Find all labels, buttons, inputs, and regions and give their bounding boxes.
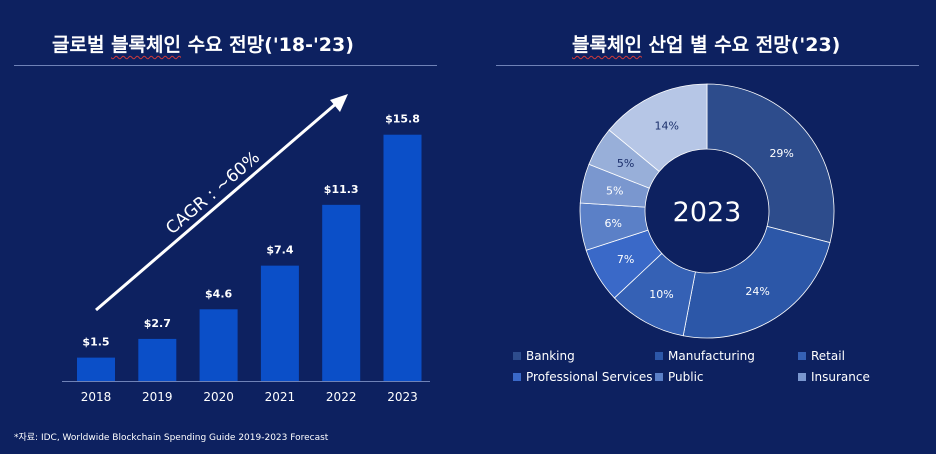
legend-item-manufacturing: Manufacturing [655,349,755,363]
donut-slice-manufacturing [682,225,831,339]
legend-swatch [798,373,806,381]
legend-label: Retail [811,349,845,363]
bar-value-label-2018: $1.5 [82,336,109,349]
legend-label: Insurance [811,370,870,384]
bar-chart-title: 글로벌 블록체인 수요 전망('18-'23) [52,34,354,56]
cagr-annotation: CAGR : ~60% [162,148,264,239]
right-title-divider [496,65,919,66]
legend-item-professional-services: Professional Services [513,370,653,384]
donut-slice-label-1: 24% [745,285,769,298]
bar-value-label-2023: $15.8 [385,113,420,126]
donut-chart-title: 블록체인 산업 별 수요 전망('23) [572,34,841,56]
x-tick-label-2021: 2021 [265,390,296,404]
legend-item-insurance: Insurance [798,370,870,384]
legend-item-retail: Retail [798,349,845,363]
bar-2023 [383,134,422,381]
bar-2020 [199,309,238,381]
legend-item-banking: Banking [513,349,575,363]
donut-slice-other-7 [608,83,708,173]
left-title-divider [14,65,437,66]
donut-slice-label-2: 10% [649,288,673,301]
legend-swatch [513,373,521,381]
donut-slice-label-5: 5% [606,184,623,197]
legend-item-public: Public [655,370,704,384]
x-tick-label-2020: 2020 [203,390,234,404]
legend-swatch [655,373,663,381]
donut-slice-label-3: 7% [617,253,634,266]
legend-swatch [655,352,663,360]
bar-2021 [260,265,299,381]
x-tick-label-2023: 2023 [387,390,418,404]
bar-value-label-2021: $7.4 [266,244,293,257]
x-tick-label-2018: 2018 [81,390,112,404]
bar-value-label-2019: $2.7 [144,317,171,330]
donut-slice-label-7: 14% [655,119,679,132]
bar-value-label-2020: $4.6 [205,287,232,300]
legend-label: Professional Services [526,370,653,384]
donut-slice-label-4: 6% [605,217,622,230]
donut-slice-label-0: 29% [769,147,793,160]
legend-label: Public [668,370,704,384]
bar-2018 [77,357,115,381]
legend-swatch [798,352,806,360]
cagr-arrow-line [95,100,339,312]
legend-swatch [513,352,521,360]
bar-value-label-2022: $11.3 [324,183,359,196]
legend-label: Manufacturing [668,349,755,363]
donut-center-label: 2023 [673,197,742,228]
bar-2022 [322,204,361,381]
donut-slice-label-6: 5% [617,157,634,170]
x-tick-label-2019: 2019 [142,390,173,404]
donut-slice-banking [706,83,835,244]
x-tick-label-2022: 2022 [326,390,357,404]
cagr-arrow-head [330,94,348,112]
legend-label: Banking [526,349,575,363]
source-footnote: *자료: IDC, Worldwide Blockchain Spending … [14,433,329,443]
bar-2019 [138,338,177,381]
